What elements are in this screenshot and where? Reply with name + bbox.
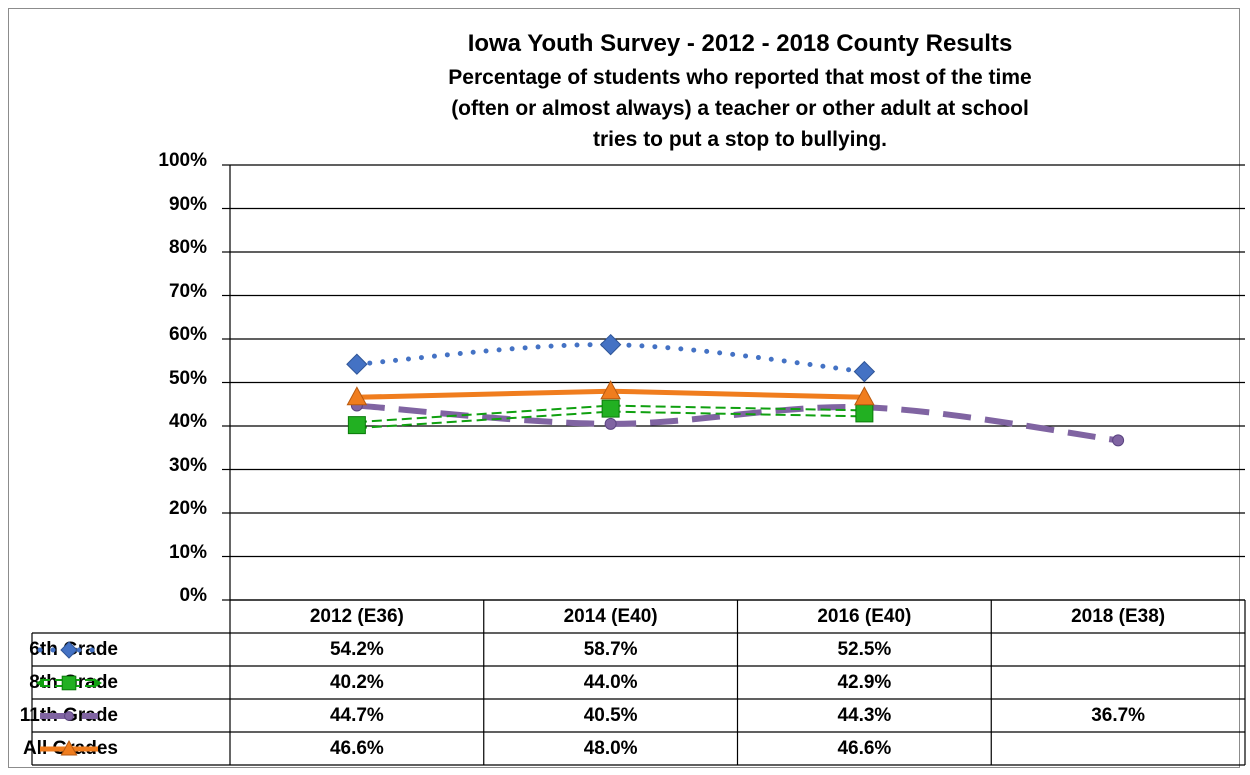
data-point-8th-grade	[601, 399, 620, 418]
legend-key-arrow-left	[36, 678, 44, 688]
data-value-cell: 42.9%	[837, 672, 892, 693]
subtitle-line-2: (often or almost always) a teacher or ot…	[451, 97, 1029, 120]
y-tick-label: 30%	[168, 454, 207, 476]
data-value-cell: 44.3%	[837, 705, 892, 726]
series-line-all-grades	[610, 388, 865, 400]
chart-subtitle: Percentage of students who reported that…	[230, 62, 1250, 155]
data-point-all-grades	[346, 386, 368, 406]
y-tick-label: 10%	[168, 541, 207, 563]
data-point-11th-grade	[1112, 434, 1125, 447]
data-value-cell: 46.6%	[837, 738, 892, 759]
y-tick-label: 90%	[168, 193, 207, 215]
data-point-6th-grade	[853, 360, 876, 383]
series-line-8th-grade-second	[610, 410, 865, 418]
legend-key-arrow-right	[94, 678, 102, 688]
x-category-label: 2012 (E36)	[309, 606, 404, 627]
y-tick-label: 60%	[168, 324, 207, 345]
series-line-8th-grade	[610, 404, 865, 412]
y-tick-label: 80%	[168, 237, 207, 258]
data-point-8th-grade	[855, 404, 874, 423]
data-value-cell: 54.2%	[329, 639, 384, 660]
data-value-cell: 40.5%	[583, 705, 638, 726]
y-tick-label: 20%	[168, 498, 207, 519]
data-value-cell: 52.5%	[837, 639, 892, 660]
legend-key-marker-6th-grade	[60, 641, 78, 659]
series-line-11th-grade	[356, 402, 1119, 444]
data-point-6th-grade	[346, 353, 368, 375]
y-tick-label: 70%	[168, 280, 207, 302]
data-point-all-grades	[600, 380, 621, 400]
data-value-cell: 40.2%	[329, 672, 384, 693]
subtitle-line-1: Percentage of students who reported that…	[448, 66, 1032, 89]
data-value-cell: 36.7%	[1091, 705, 1146, 726]
data-value-cell: 46.6%	[329, 738, 384, 759]
y-tick-label: 0%	[179, 585, 207, 606]
subtitle-line-3: tries to put a stop to bullying.	[593, 128, 887, 151]
chart-title: Iowa Youth Survey - 2012 - 2018 County R…	[467, 30, 1013, 57]
y-tick-label: 50%	[168, 367, 207, 389]
data-point-all-grades	[854, 386, 875, 406]
series-line-all-grades	[356, 388, 611, 400]
legend-key-marker-all-grades	[60, 739, 78, 756]
data-point-6th-grade	[599, 333, 622, 356]
legend-key-marker-11th-grade	[64, 711, 74, 721]
y-tick-label: 40%	[168, 411, 207, 432]
data-value-cell: 44.7%	[329, 705, 384, 726]
x-category-label: 2016 (E40)	[817, 606, 912, 627]
series-line-8th-grade	[356, 404, 611, 424]
data-value-cell: 58.7%	[583, 639, 638, 660]
x-category-label: 2014 (E40)	[563, 606, 658, 627]
chart-frame	[8, 8, 1240, 768]
y-tick-label: 100%	[158, 150, 207, 171]
x-category-label: 2018 (E38)	[1071, 606, 1166, 627]
data-value-cell: 48.0%	[583, 738, 638, 759]
series-line-8th-grade-second	[356, 410, 611, 430]
data-point-11th-grade	[604, 417, 617, 430]
data-point-8th-grade	[347, 416, 366, 435]
legend-key-marker-8th-grade	[61, 675, 77, 691]
data-value-cell: 44.0%	[583, 672, 638, 693]
